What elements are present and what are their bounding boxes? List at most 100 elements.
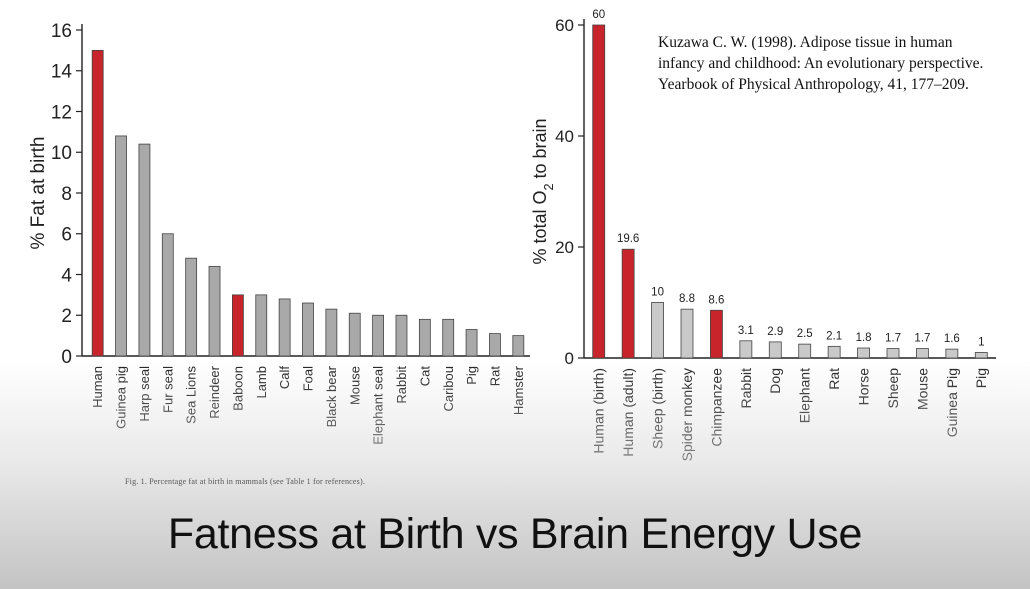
reference-citation: Kuzawa C. W. (1998). Adipose tissue in h…: [658, 32, 1030, 95]
bar-horse: [857, 347, 870, 359]
category-label: Reindeer: [207, 365, 222, 418]
y-tick-label: 12: [51, 102, 72, 123]
category-label: Spider monkey: [679, 368, 695, 461]
category-label: Rabbit: [394, 366, 409, 404]
bar-guinea-pig: [115, 135, 127, 357]
data-label: 1.6: [944, 333, 960, 345]
bar-dog: [768, 341, 782, 359]
bar-rabbit: [395, 314, 408, 357]
bar-spider-monkey: [680, 308, 694, 359]
bar-cat: [418, 318, 431, 357]
category-label: Rat: [826, 368, 842, 390]
data-label: 8.8: [679, 293, 695, 305]
bar-rat: [489, 333, 501, 357]
bar-chimpanzee: [710, 309, 723, 359]
data-label: 19.6: [617, 233, 639, 245]
data-label: 10: [651, 287, 664, 299]
fat-at-birth-chart: 0 2 4 6 8 10 12 14 16 % Fat at birth Human Guinea p…: [28, 21, 530, 445]
category-label: Guinea pig: [114, 366, 129, 429]
category-label: Chimpanzee: [708, 368, 724, 447]
category-label: Foal: [301, 366, 316, 391]
category-label: Elephant seal: [371, 366, 386, 445]
bar-rabbit: [739, 340, 753, 359]
category-label: Lamb: [254, 366, 269, 399]
data-label: 60: [592, 9, 605, 21]
bar-fur-seal: [161, 233, 174, 357]
reference-line-3: Yearbook of Physical Anthropology, 41, 1…: [658, 76, 969, 93]
category-label: Calf: [277, 366, 292, 390]
category-label: Sheep (birth): [649, 368, 665, 449]
reference-line-2: infancy and childhood: An evolutionary p…: [658, 55, 984, 72]
bar-pig: [974, 352, 988, 359]
y-tick-label: 4: [61, 265, 72, 286]
category-label: Harp seal: [137, 366, 152, 422]
category-label: Horse: [855, 368, 871, 406]
y-tick-label: 10: [51, 143, 72, 164]
y-tick-label: 0: [565, 349, 574, 368]
bar-rat: [827, 345, 841, 359]
y-axis-title: % total O2 to brain: [530, 118, 556, 264]
figure-caption: Fig. 1. Percentage fat at birth in mamma…: [125, 477, 366, 486]
bar-sheep-birth: [651, 302, 664, 359]
category-label: Human: [90, 366, 105, 408]
category-label: Elephant: [797, 368, 813, 423]
data-label: 1.8: [856, 332, 872, 344]
bar-reindeer: [208, 265, 221, 357]
category-label: Mouse: [914, 368, 930, 410]
y-axis-title: % Fat at birth: [28, 137, 49, 250]
category-label: Guinea Pig: [944, 368, 960, 437]
bar-guinea-pig: [945, 348, 959, 359]
bar-mouse: [916, 348, 929, 359]
y-tick-label: 20: [555, 238, 574, 257]
reference-line-1: Kuzawa C. W. (1998). Adipose tissue in h…: [658, 34, 953, 51]
bar-sheep: [886, 348, 900, 359]
bar-lamb: [255, 294, 268, 357]
data-label: 2.1: [826, 330, 842, 342]
category-label: Pig: [464, 366, 479, 385]
data-label: 1.7: [885, 333, 901, 345]
y-tick-label: 2: [61, 306, 72, 327]
bar-hamster: [512, 335, 525, 357]
category-label: Rat: [487, 366, 502, 387]
bar-mouse: [348, 312, 361, 357]
category-label: Pig: [973, 368, 989, 388]
data-label: 8.6: [708, 294, 724, 306]
data-label: 1.7: [914, 333, 930, 345]
y-tick-label: 6: [61, 225, 72, 246]
category-label: Dog: [767, 368, 783, 394]
data-label: 2.9: [767, 326, 783, 338]
bar-human-adult: [621, 248, 635, 359]
bar-caribou: [442, 318, 455, 357]
bar-baboon: [231, 294, 244, 357]
category-label: Baboon: [230, 366, 245, 411]
category-label: Black bear: [324, 365, 339, 427]
bar-sea-lions: [185, 257, 198, 357]
y-tick-label: 14: [51, 62, 73, 83]
category-label: Sheep: [885, 368, 901, 409]
bar-harp-seal: [138, 143, 151, 357]
category-label: Cat: [417, 366, 432, 387]
data-label: 2.5: [797, 328, 813, 340]
bar-foal: [302, 302, 314, 357]
category-label: Sea Lions: [184, 366, 199, 424]
category-label: Fur seal: [160, 366, 175, 413]
bar-elephant-seal: [372, 314, 385, 357]
bar-human: [91, 49, 104, 357]
bar-elephant: [798, 343, 812, 359]
data-label: 1: [978, 336, 984, 348]
data-label: 3.1: [738, 325, 754, 337]
category-label: Human (adult): [620, 368, 636, 457]
bar-pig: [465, 329, 478, 357]
y-tick-label: 60: [555, 16, 574, 35]
y-tick-label: 8: [61, 184, 72, 205]
category-label: Rabbit: [738, 368, 754, 409]
category-label: Mouse: [347, 366, 362, 405]
bar-calf: [278, 298, 291, 357]
y-tick-label: 40: [555, 127, 574, 146]
category-label: Human (birth): [591, 368, 607, 454]
slide-title: Fatness at Birth vs Brain Energy Use: [167, 510, 863, 558]
bar-black-bear: [325, 308, 338, 357]
category-label: Caribou: [441, 366, 456, 412]
y-tick-label: 0: [61, 347, 72, 368]
bar-human-birth: [592, 24, 606, 359]
